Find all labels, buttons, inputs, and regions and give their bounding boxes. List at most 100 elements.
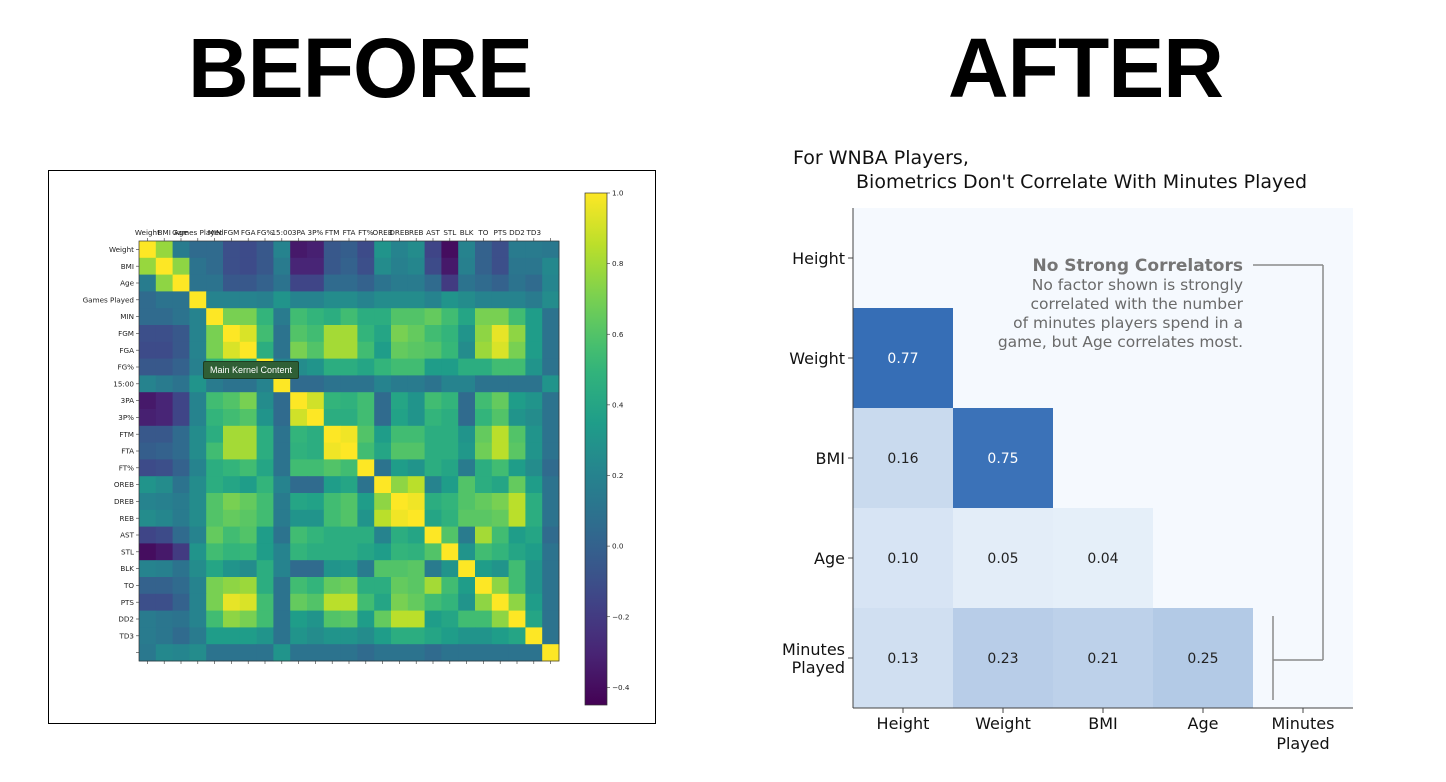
y-tick-label: 15:00 <box>113 379 134 388</box>
heatmap-cell <box>256 257 274 275</box>
heatmap-cell <box>525 291 543 309</box>
heatmap-cell <box>475 560 493 578</box>
heatmap-cell <box>223 308 241 326</box>
heatmap-cell <box>307 442 325 460</box>
heatmap-cell <box>542 543 560 561</box>
heatmap-cell <box>953 408 1053 508</box>
y-tick-label: DREB <box>114 497 134 506</box>
heatmap-cell <box>155 493 173 511</box>
x-tick-label: FGA <box>241 228 256 237</box>
heatmap-cell <box>508 493 526 511</box>
heatmap-cell <box>223 577 241 595</box>
heatmap-cell <box>374 610 392 628</box>
heatmap-cell <box>441 425 459 443</box>
heatmap-cell <box>273 291 291 309</box>
heatmap-cell <box>441 341 459 359</box>
heatmap-cell <box>458 476 476 494</box>
heatmap-cell <box>508 325 526 343</box>
heatmap-cell <box>525 593 543 611</box>
heatmap-cell <box>441 459 459 477</box>
heatmap-cell <box>357 375 375 393</box>
heatmap-cell <box>491 409 509 427</box>
heatmap-cell <box>155 409 173 427</box>
heatmap-cell <box>542 593 560 611</box>
heatmap-cell <box>525 509 543 527</box>
y-tick-label: TD3 <box>119 631 135 640</box>
heatmap-cell <box>357 274 375 292</box>
heatmap-cell <box>357 392 375 410</box>
heatmap-cell <box>458 241 476 259</box>
heatmap-cell <box>239 526 257 544</box>
heatmap-cell <box>189 526 207 544</box>
heatmap-cell <box>340 308 358 326</box>
heatmap-cell <box>458 358 476 376</box>
heatmap-cell <box>542 291 560 309</box>
heatmap-cell <box>273 325 291 343</box>
x-tick-label: Weight <box>135 228 160 237</box>
heatmap-cell <box>458 442 476 460</box>
heatmap-cell <box>357 577 375 595</box>
heatmap-cell <box>307 577 325 595</box>
heatmap-cell <box>853 308 953 408</box>
heatmap-cell <box>206 610 224 628</box>
annotation-line: correlated with the number <box>1030 295 1243 313</box>
heatmap-cell <box>374 257 392 275</box>
heatmap-cell <box>458 257 476 275</box>
heatmap-cell <box>139 577 157 595</box>
heatmap-cell <box>323 274 341 292</box>
heatmap-cell <box>508 341 526 359</box>
heatmap-cell <box>441 493 459 511</box>
heatmap-cell <box>1153 608 1253 708</box>
heatmap-cell <box>340 627 358 645</box>
heatmap-cell <box>290 442 308 460</box>
heatmap-cell <box>542 257 560 275</box>
heatmap-cell <box>290 526 308 544</box>
heatmap-cell <box>458 509 476 527</box>
heatmap-cell <box>155 241 173 259</box>
heatmap-cell <box>307 291 325 309</box>
heatmap-cell <box>273 476 291 494</box>
heatmap-cell <box>172 610 190 628</box>
heatmap-cell <box>508 442 526 460</box>
heatmap-cell <box>256 543 274 561</box>
heatmap-cell <box>441 325 459 343</box>
y-tick-label: Weight <box>789 349 845 368</box>
heatmap-cell <box>340 241 358 259</box>
heatmap-cell <box>424 577 442 595</box>
heatmap-cell <box>525 274 543 292</box>
cell-value-label: 0.21 <box>1087 651 1118 667</box>
heatmap-cell <box>508 526 526 544</box>
heatmap-cell <box>491 526 509 544</box>
heatmap-cell <box>239 627 257 645</box>
y-tick-label: FGA <box>119 346 134 355</box>
heatmap-cell <box>223 627 241 645</box>
heatmap-cell <box>374 425 392 443</box>
heatmap-cell <box>542 392 560 410</box>
heatmap-cell <box>424 375 442 393</box>
heatmap-cell <box>273 627 291 645</box>
heatmap-cell <box>508 476 526 494</box>
heatmap-cell <box>290 392 308 410</box>
heatmap-cell <box>424 325 442 343</box>
heatmap-cell <box>542 358 560 376</box>
heatmap-cell <box>374 308 392 326</box>
heatmap-cell <box>256 325 274 343</box>
heatmap-cell <box>407 593 425 611</box>
y-tick-label: TO <box>123 581 134 590</box>
heatmap-cell <box>189 392 207 410</box>
heatmap-cell <box>239 577 257 595</box>
heatmap-cell <box>441 274 459 292</box>
heatmap-cell <box>357 627 375 645</box>
heatmap-cell <box>407 509 425 527</box>
heatmap-cell <box>155 392 173 410</box>
colorbar-tick-label: 0.0 <box>612 542 624 551</box>
heatmap-cell <box>256 509 274 527</box>
heatmap-cell <box>407 325 425 343</box>
heatmap-cell <box>273 257 291 275</box>
heatmap-cell <box>307 358 325 376</box>
heatmap-cell <box>441 375 459 393</box>
heatmap-cell <box>458 341 476 359</box>
heatmap-cell <box>525 257 543 275</box>
y-tick-label: Games Played <box>83 295 134 304</box>
heatmap-cell <box>273 392 291 410</box>
